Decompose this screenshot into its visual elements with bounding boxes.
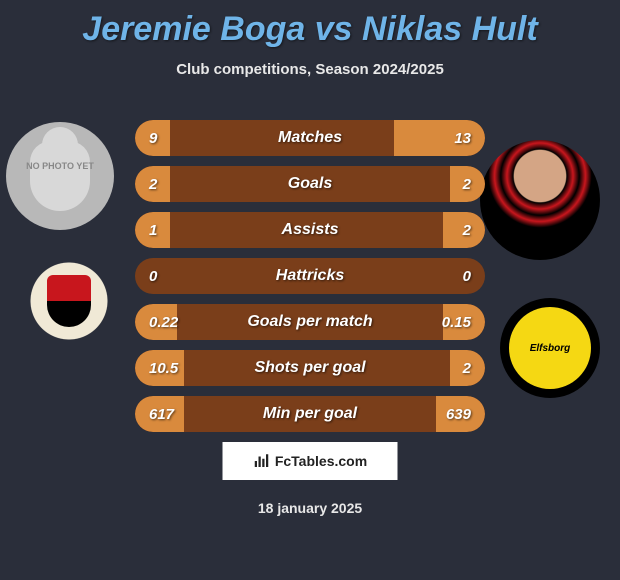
stat-value-right: 13 bbox=[454, 130, 471, 147]
stat-value-right: 2 bbox=[463, 360, 471, 377]
club-badge-right-text: Elfsborg bbox=[509, 307, 591, 389]
stat-value-left: 0.22 bbox=[149, 314, 178, 331]
footer-date: 18 january 2025 bbox=[258, 500, 362, 516]
stat-row: 0 Hattricks 0 bbox=[135, 258, 485, 294]
stat-row: 9 Matches 13 bbox=[135, 120, 485, 156]
shield-icon bbox=[47, 275, 91, 327]
chart-icon bbox=[253, 452, 271, 470]
brand-text: FcTables.com bbox=[275, 453, 367, 469]
stat-value-left: 0 bbox=[149, 268, 157, 285]
stat-row: 2 Goals 2 bbox=[135, 166, 485, 202]
stat-row: 617 Min per goal 639 bbox=[135, 396, 485, 432]
stat-value-left: 10.5 bbox=[149, 360, 178, 377]
stat-value-right: 0.15 bbox=[442, 314, 471, 331]
stat-value-right: 639 bbox=[446, 406, 471, 423]
stat-value-right: 0 bbox=[463, 268, 471, 285]
player-left-photo: NO PHOTO YET bbox=[6, 122, 114, 230]
stat-row: 10.5 Shots per goal 2 bbox=[135, 350, 485, 386]
stats-container: 9 Matches 13 2 Goals 2 1 Assists 2 0 Hattricks 0 0.2… bbox=[135, 120, 485, 442]
silhouette-icon bbox=[30, 141, 90, 211]
comparison-title: Jeremie Boga vs Niklas Hult bbox=[0, 0, 620, 49]
stat-label: Hattricks bbox=[276, 267, 344, 285]
player-right-photo bbox=[480, 140, 600, 260]
stat-label: Goals bbox=[288, 175, 332, 193]
club-badge-right: Elfsborg bbox=[500, 298, 600, 398]
stat-label: Min per goal bbox=[263, 405, 357, 423]
comparison-subtitle: Club competitions, Season 2024/2025 bbox=[0, 61, 620, 78]
stat-label: Matches bbox=[278, 129, 342, 147]
brand-badge: FcTables.com bbox=[223, 442, 398, 480]
stat-value-right: 2 bbox=[463, 222, 471, 239]
stat-label: Assists bbox=[282, 221, 339, 239]
stat-value-left: 617 bbox=[149, 406, 174, 423]
stat-value-right: 2 bbox=[463, 176, 471, 193]
stat-value-left: 9 bbox=[149, 130, 157, 147]
stat-row: 0.22 Goals per match 0.15 bbox=[135, 304, 485, 340]
stat-label: Goals per match bbox=[247, 313, 372, 331]
stat-fill-right bbox=[394, 120, 485, 156]
stat-value-left: 1 bbox=[149, 222, 157, 239]
no-photo-label: NO PHOTO YET bbox=[6, 162, 114, 172]
stat-row: 1 Assists 2 bbox=[135, 212, 485, 248]
stat-label: Shots per goal bbox=[254, 359, 365, 377]
stat-value-left: 2 bbox=[149, 176, 157, 193]
club-badge-left: OGC NICE bbox=[24, 256, 114, 346]
